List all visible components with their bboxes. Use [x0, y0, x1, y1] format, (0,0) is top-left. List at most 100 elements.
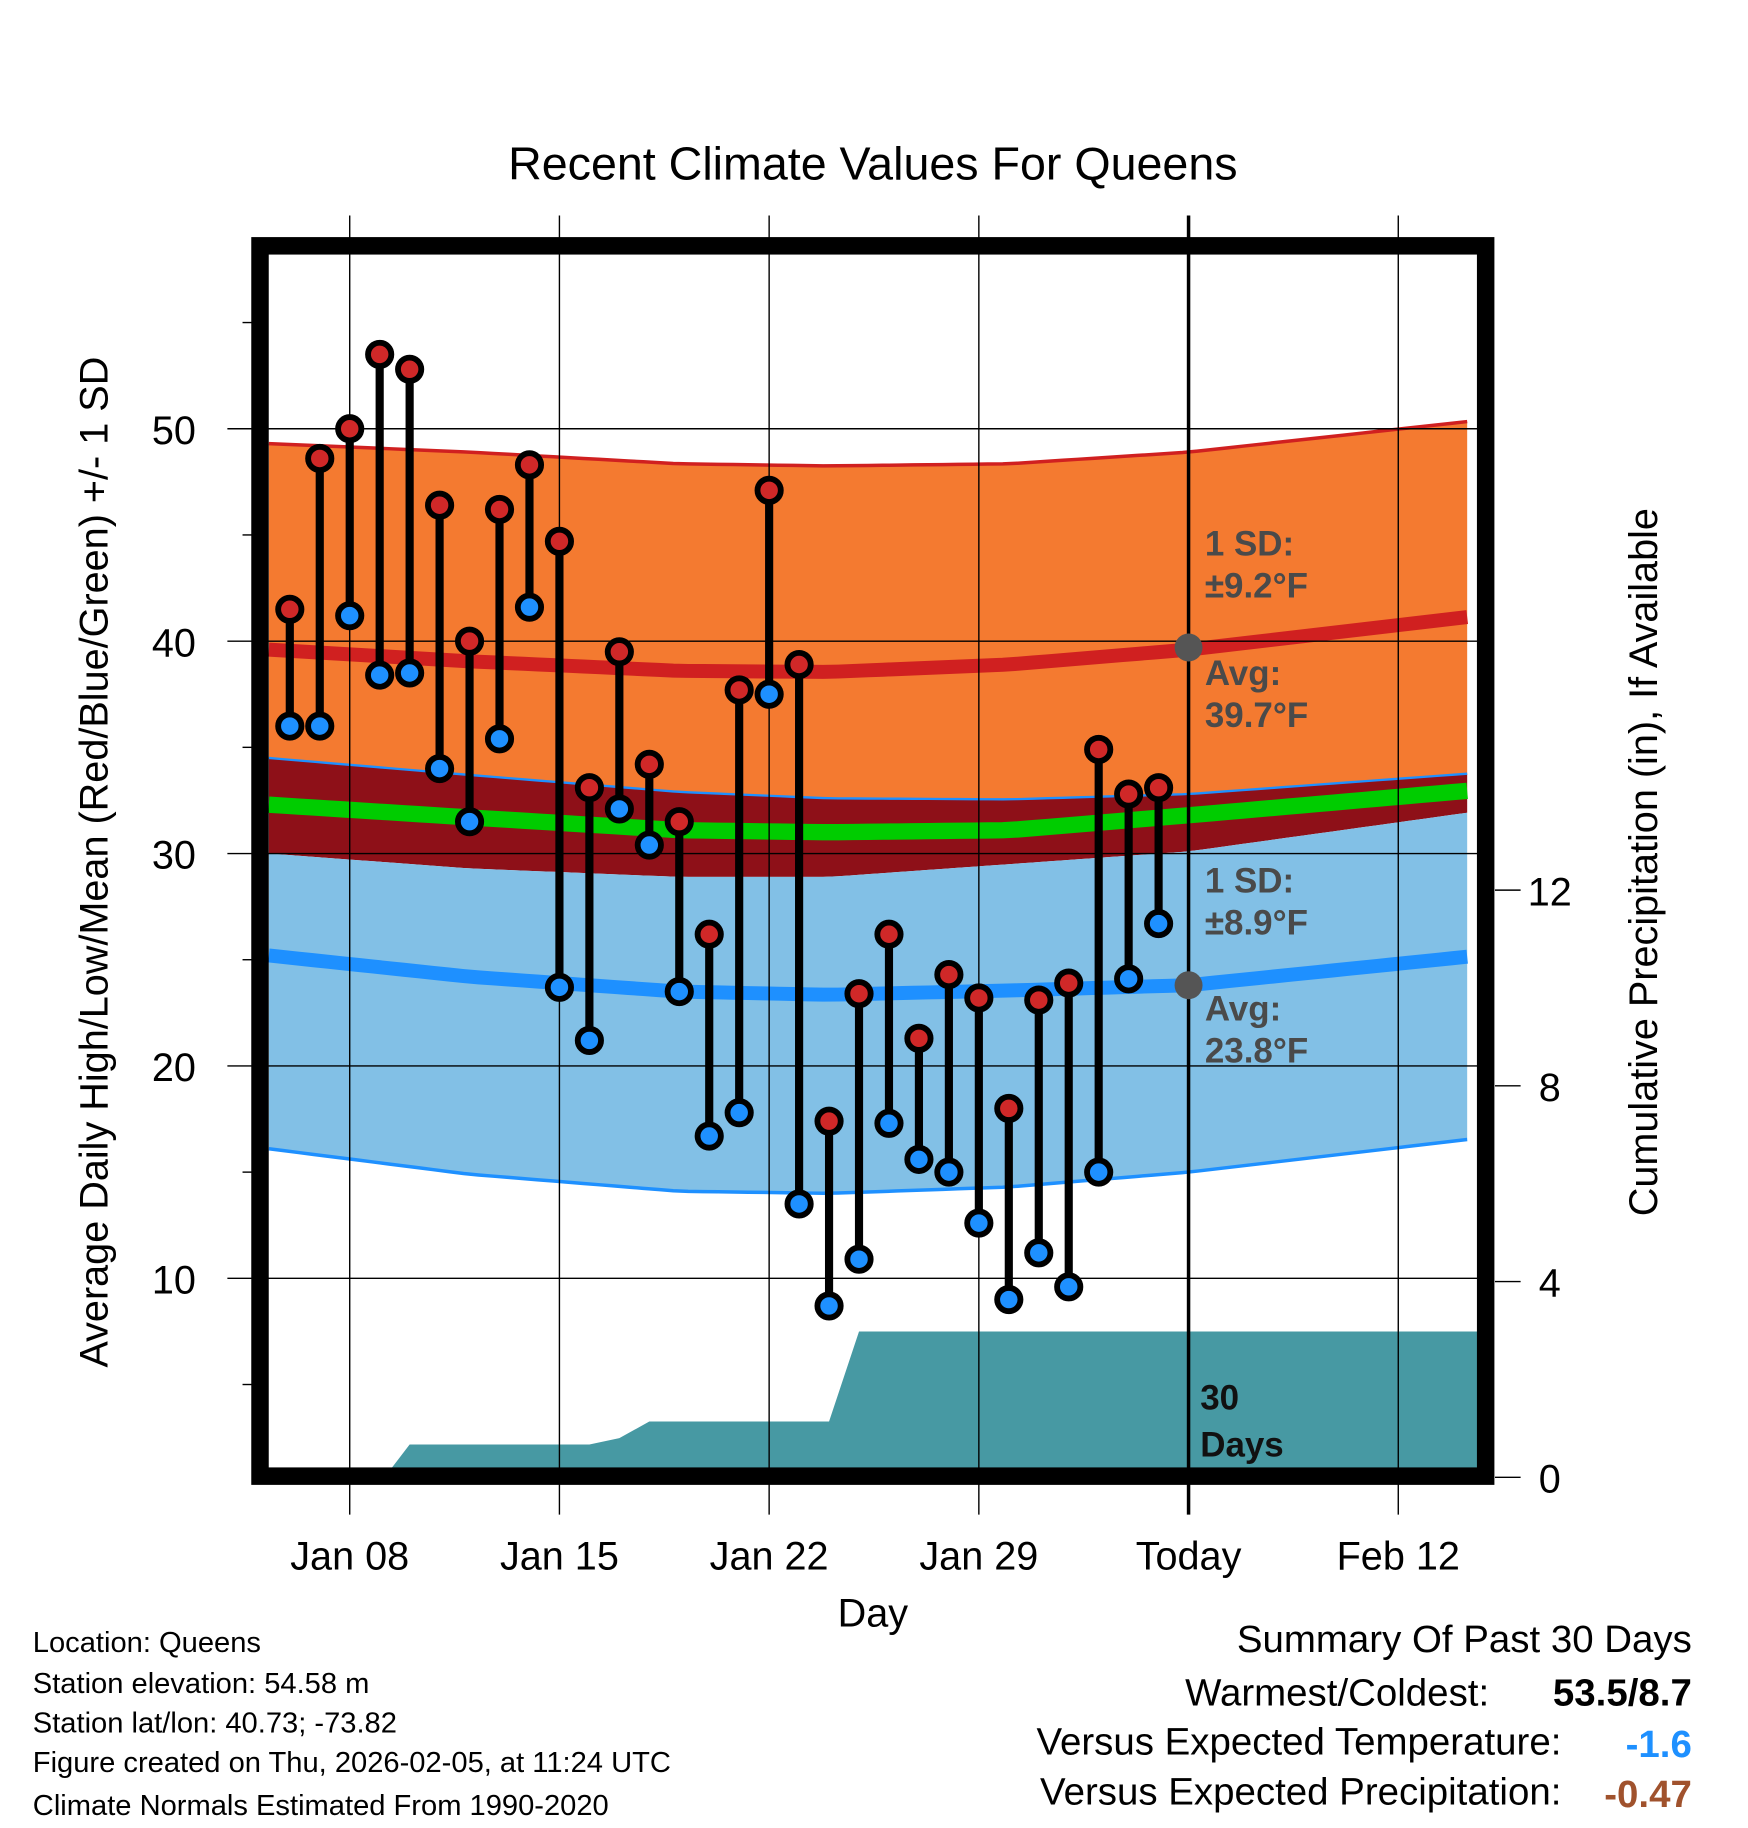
info-created: Figure created on Thu, 2026-02-05, at 11… [33, 1747, 671, 1779]
daily-high-point [1054, 968, 1084, 998]
y-tick-label: 10 [152, 1258, 196, 1302]
daily-low-point [964, 1208, 994, 1238]
daily-low-point [664, 977, 694, 1007]
x-tick-label: Jan 08 [290, 1534, 409, 1578]
daily-low-point [275, 711, 305, 741]
daily-high-point [395, 354, 425, 384]
daily-high-point [275, 594, 305, 624]
y2-tick-label: 0 [1539, 1457, 1561, 1501]
y-tick-label: 40 [152, 621, 196, 665]
daily-high-point [365, 339, 395, 369]
daily-low-point [604, 794, 634, 824]
info-latlon: Station lat/lon: 40.73; -73.82 [33, 1707, 397, 1739]
high-sd-value: ±9.2°F [1205, 567, 1308, 606]
window-days-unit: Days [1200, 1425, 1284, 1464]
precip-cumulative-area [391, 1331, 1480, 1468]
y-tick-label: 30 [152, 834, 196, 878]
today-high-avg-dot [1174, 633, 1203, 662]
low-avg-label: Avg: [1205, 990, 1281, 1029]
x-tick-label: Jan 29 [919, 1534, 1038, 1578]
y2-tick-label: 12 [1528, 870, 1572, 914]
plot-frame [251, 237, 1495, 1485]
high-sd-band [268, 421, 1468, 800]
daily-low-point [874, 1108, 904, 1138]
daily-low-point [1114, 964, 1144, 994]
daily-low-point [634, 830, 664, 860]
daily-low-point [694, 1121, 724, 1151]
y2-tick-label: 8 [1539, 1066, 1561, 1110]
station-info: Location: Queens Station elevation: 54.5… [33, 1627, 671, 1822]
x-tick-label: Jan 22 [710, 1534, 829, 1578]
daily-low-point [305, 711, 335, 741]
warm-cold-value: 53.5/8.7 [1553, 1672, 1692, 1715]
daily-high-point [305, 443, 335, 474]
y-tick-label: 20 [152, 1046, 196, 1090]
daily-high-point [604, 637, 634, 667]
low-sd-label: 1 SD: [1205, 861, 1294, 900]
summary: Summary Of Past 30 Days Warmest/Coldest:… [1036, 1618, 1691, 1816]
daily-low-point [754, 679, 784, 709]
temp-vs-expected-label: Versus Expected Temperature: [1036, 1721, 1561, 1764]
precip-vs-expected-value: -0.47 [1604, 1773, 1692, 1816]
daily-high-point [694, 919, 724, 949]
daily-high-point [514, 450, 545, 480]
daily-high-point [1024, 985, 1054, 1015]
daily-low-point [544, 972, 574, 1002]
daily-low-point [934, 1157, 964, 1187]
daily-high-point [1114, 779, 1144, 809]
daily-low-point [904, 1144, 934, 1174]
daily-high-point [784, 649, 814, 680]
axes: Jan 08 Jan 15 Jan 22 Jan 29 Today Feb 12 10 20 3… [152, 321, 1572, 1578]
summary-title: Summary Of Past 30 Days [1237, 1618, 1692, 1661]
high-avg-label: Avg: [1205, 654, 1281, 693]
daily-high-point [544, 526, 574, 556]
daily-high-point [814, 1106, 844, 1136]
daily-low-point [724, 1098, 754, 1128]
daily-high-point [754, 475, 784, 505]
daily-low-point [1054, 1272, 1084, 1302]
daily-high-point [664, 807, 694, 837]
info-normals: Climate Normals Estimated From 1990-2020 [33, 1790, 609, 1822]
daily-low-point [994, 1284, 1024, 1315]
precip-vs-expected-label: Versus Expected Precipitation: [1040, 1771, 1561, 1814]
x-tick-label: Today [1136, 1534, 1242, 1578]
high-sd-upper-line [268, 419, 1468, 468]
daily-high-point [1144, 773, 1174, 803]
temp-vs-expected-value: -1.6 [1626, 1723, 1692, 1766]
daily-high-point [874, 919, 904, 949]
high-sd-label: 1 SD: [1205, 525, 1294, 564]
annotations: 1 SD: ±9.2°F Avg: 39.7°F 1 SD: ±8.9°F Av… [1200, 525, 1308, 1465]
daily-low-point [844, 1244, 874, 1274]
y-axis-label: Average Daily High/Low/Mean (Red/Blue/Gr… [72, 357, 116, 1368]
daily-low-point [454, 807, 485, 837]
today-low-avg-dot [1174, 971, 1203, 1000]
info-location: Location: Queens [33, 1627, 261, 1659]
daily-low-point [1084, 1157, 1114, 1187]
daily-high-point [335, 414, 365, 444]
daily-high-point [964, 983, 994, 1013]
low-sd-lower-line [268, 1137, 1468, 1196]
daily-high-point [844, 979, 874, 1009]
high-avg-value: 39.7°F [1205, 696, 1308, 735]
daily-high-point [634, 749, 664, 779]
daily-low-point [514, 592, 545, 622]
daily-low-point [1024, 1238, 1054, 1268]
daily-high-point [994, 1093, 1024, 1123]
grid-lines [227, 215, 1478, 1515]
daily-low-point [484, 724, 515, 754]
warm-cold-label: Warmest/Coldest: [1185, 1672, 1489, 1715]
daily-low-point [1144, 909, 1174, 939]
chart-title: Recent Climate Values For Queens [508, 137, 1237, 189]
x-axis-label: Day [838, 1591, 909, 1635]
low-sd-value: ±8.9°F [1205, 903, 1308, 942]
daily-high-point [724, 675, 754, 705]
y-tick-label: 50 [152, 409, 196, 453]
daily-high-point [1084, 734, 1114, 765]
daily-low-point [425, 754, 455, 784]
overlap-band [268, 757, 1468, 877]
daily-low-point [365, 660, 395, 690]
daily-low-point [574, 1025, 604, 1056]
daily-high-point [484, 494, 515, 525]
daily-high-point [934, 960, 964, 990]
y2-axis-label: Cumulative Precipitation (in), If Availa… [1622, 508, 1666, 1216]
